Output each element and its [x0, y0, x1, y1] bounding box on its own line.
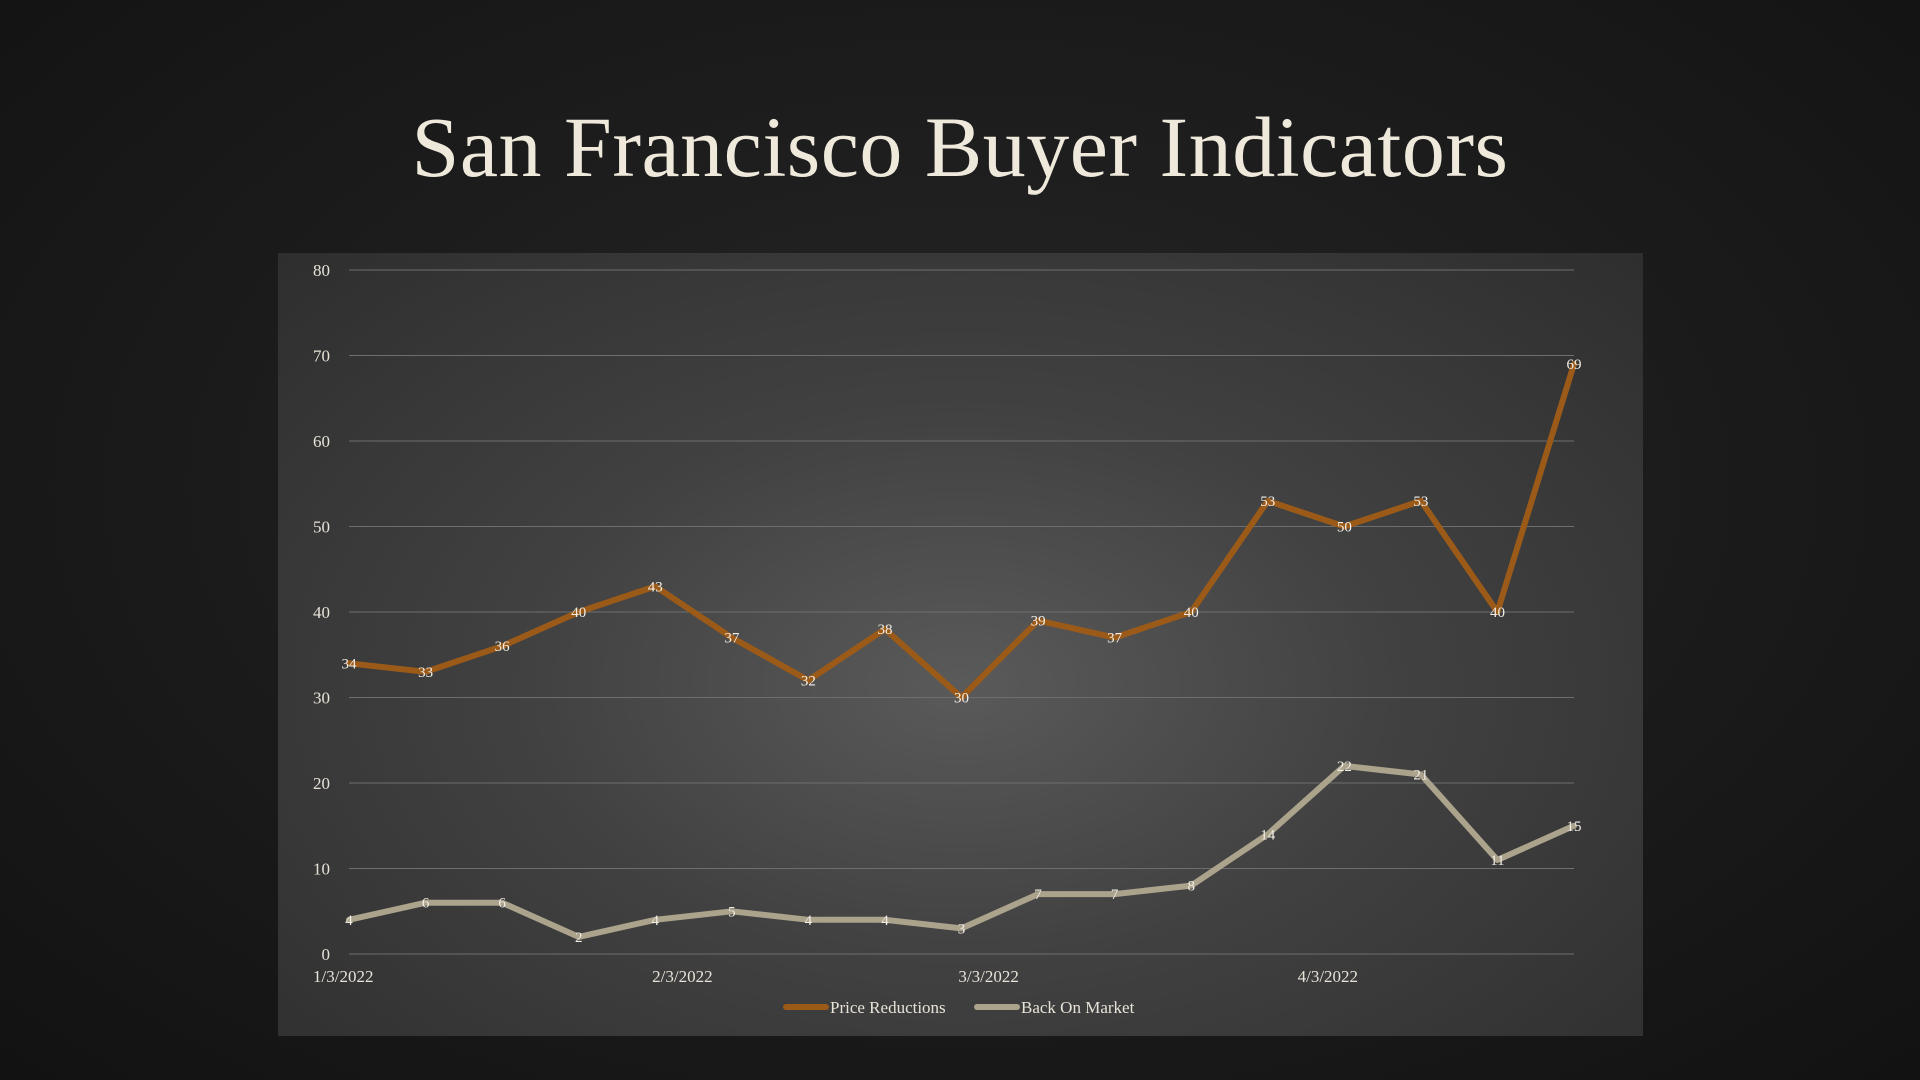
- y-tick-label: 70: [313, 347, 330, 366]
- series-line-back-on-market: [346, 762, 1577, 940]
- data-label: 40: [1184, 605, 1199, 621]
- data-label: 30: [954, 691, 969, 707]
- data-label: 5: [728, 904, 736, 920]
- data-label: 38: [877, 622, 892, 638]
- x-axis-labels: 1/3/2022 2/3/2022 3/3/2022 4/3/2022: [313, 967, 1358, 986]
- y-tick-label: 60: [313, 432, 330, 451]
- data-label: 11: [1490, 853, 1504, 869]
- data-label: 69: [1567, 357, 1582, 373]
- series-lines: [346, 361, 1577, 940]
- data-label: 7: [1111, 887, 1119, 903]
- data-label: 4: [345, 913, 353, 929]
- legend-label: Price Reductions: [830, 998, 946, 1017]
- legend-back-on-market: Back On Market: [974, 998, 1135, 1017]
- data-label: 15: [1567, 819, 1582, 835]
- data-label: 53: [1260, 494, 1275, 510]
- chart-panel: 0 10 20 30 40 50 60 70 80 1/3/2022 2/3/2022 3/3/20…: [278, 253, 1643, 1036]
- y-tick-label: 50: [313, 518, 330, 537]
- data-label: 4: [881, 913, 889, 929]
- data-label: 40: [1490, 605, 1505, 621]
- y-tick-label: 10: [313, 860, 330, 879]
- data-label: 4: [652, 913, 660, 929]
- y-tick-label: 20: [313, 774, 330, 793]
- data-label: 39: [1031, 614, 1046, 630]
- data-label: 3: [958, 921, 966, 937]
- data-label: 40: [571, 605, 586, 621]
- x-tick-label: 2/3/2022: [652, 967, 712, 986]
- data-label: 34: [342, 656, 358, 672]
- y-tick-label: 40: [313, 603, 330, 622]
- data-label: 7: [1034, 887, 1042, 903]
- data-label: 6: [498, 896, 506, 912]
- data-label: 8: [1187, 879, 1195, 895]
- y-axis-labels: 0 10 20 30 40 50 60 70 80: [313, 261, 330, 964]
- legend-price-reductions: Price Reductions: [783, 998, 946, 1017]
- x-tick-label: 3/3/2022: [958, 967, 1018, 986]
- y-tick-label: 30: [313, 689, 330, 708]
- data-label: 6: [422, 896, 430, 912]
- gridlines: [349, 269, 1574, 955]
- y-tick-label: 0: [322, 945, 331, 964]
- data-label: 50: [1337, 520, 1352, 536]
- data-label: 33: [418, 665, 433, 681]
- data-label: 21: [1413, 767, 1428, 783]
- data-label: 36: [495, 639, 511, 655]
- x-tick-label: 1/3/2022: [313, 967, 373, 986]
- data-label: 37: [724, 631, 740, 647]
- data-label: 14: [1260, 827, 1276, 843]
- legend: Price Reductions Back On Market: [783, 998, 1135, 1017]
- series-line-price-reductions: [346, 361, 1577, 701]
- legend-label: Back On Market: [1021, 998, 1135, 1017]
- data-label: 43: [648, 579, 663, 595]
- data-label: 53: [1413, 494, 1428, 510]
- data-label: 22: [1337, 759, 1352, 775]
- x-tick-label: 4/3/2022: [1298, 967, 1358, 986]
- line-chart: 0 10 20 30 40 50 60 70 80 1/3/2022 2/3/2022 3/3/20…: [313, 261, 1582, 1017]
- slide-title: San Francisco Buyer Indicators: [411, 99, 1509, 195]
- data-label: 37: [1107, 631, 1123, 647]
- data-label: 32: [801, 673, 816, 689]
- data-label: 2: [575, 930, 583, 946]
- y-tick-label: 80: [313, 261, 330, 280]
- data-label: 4: [805, 913, 813, 929]
